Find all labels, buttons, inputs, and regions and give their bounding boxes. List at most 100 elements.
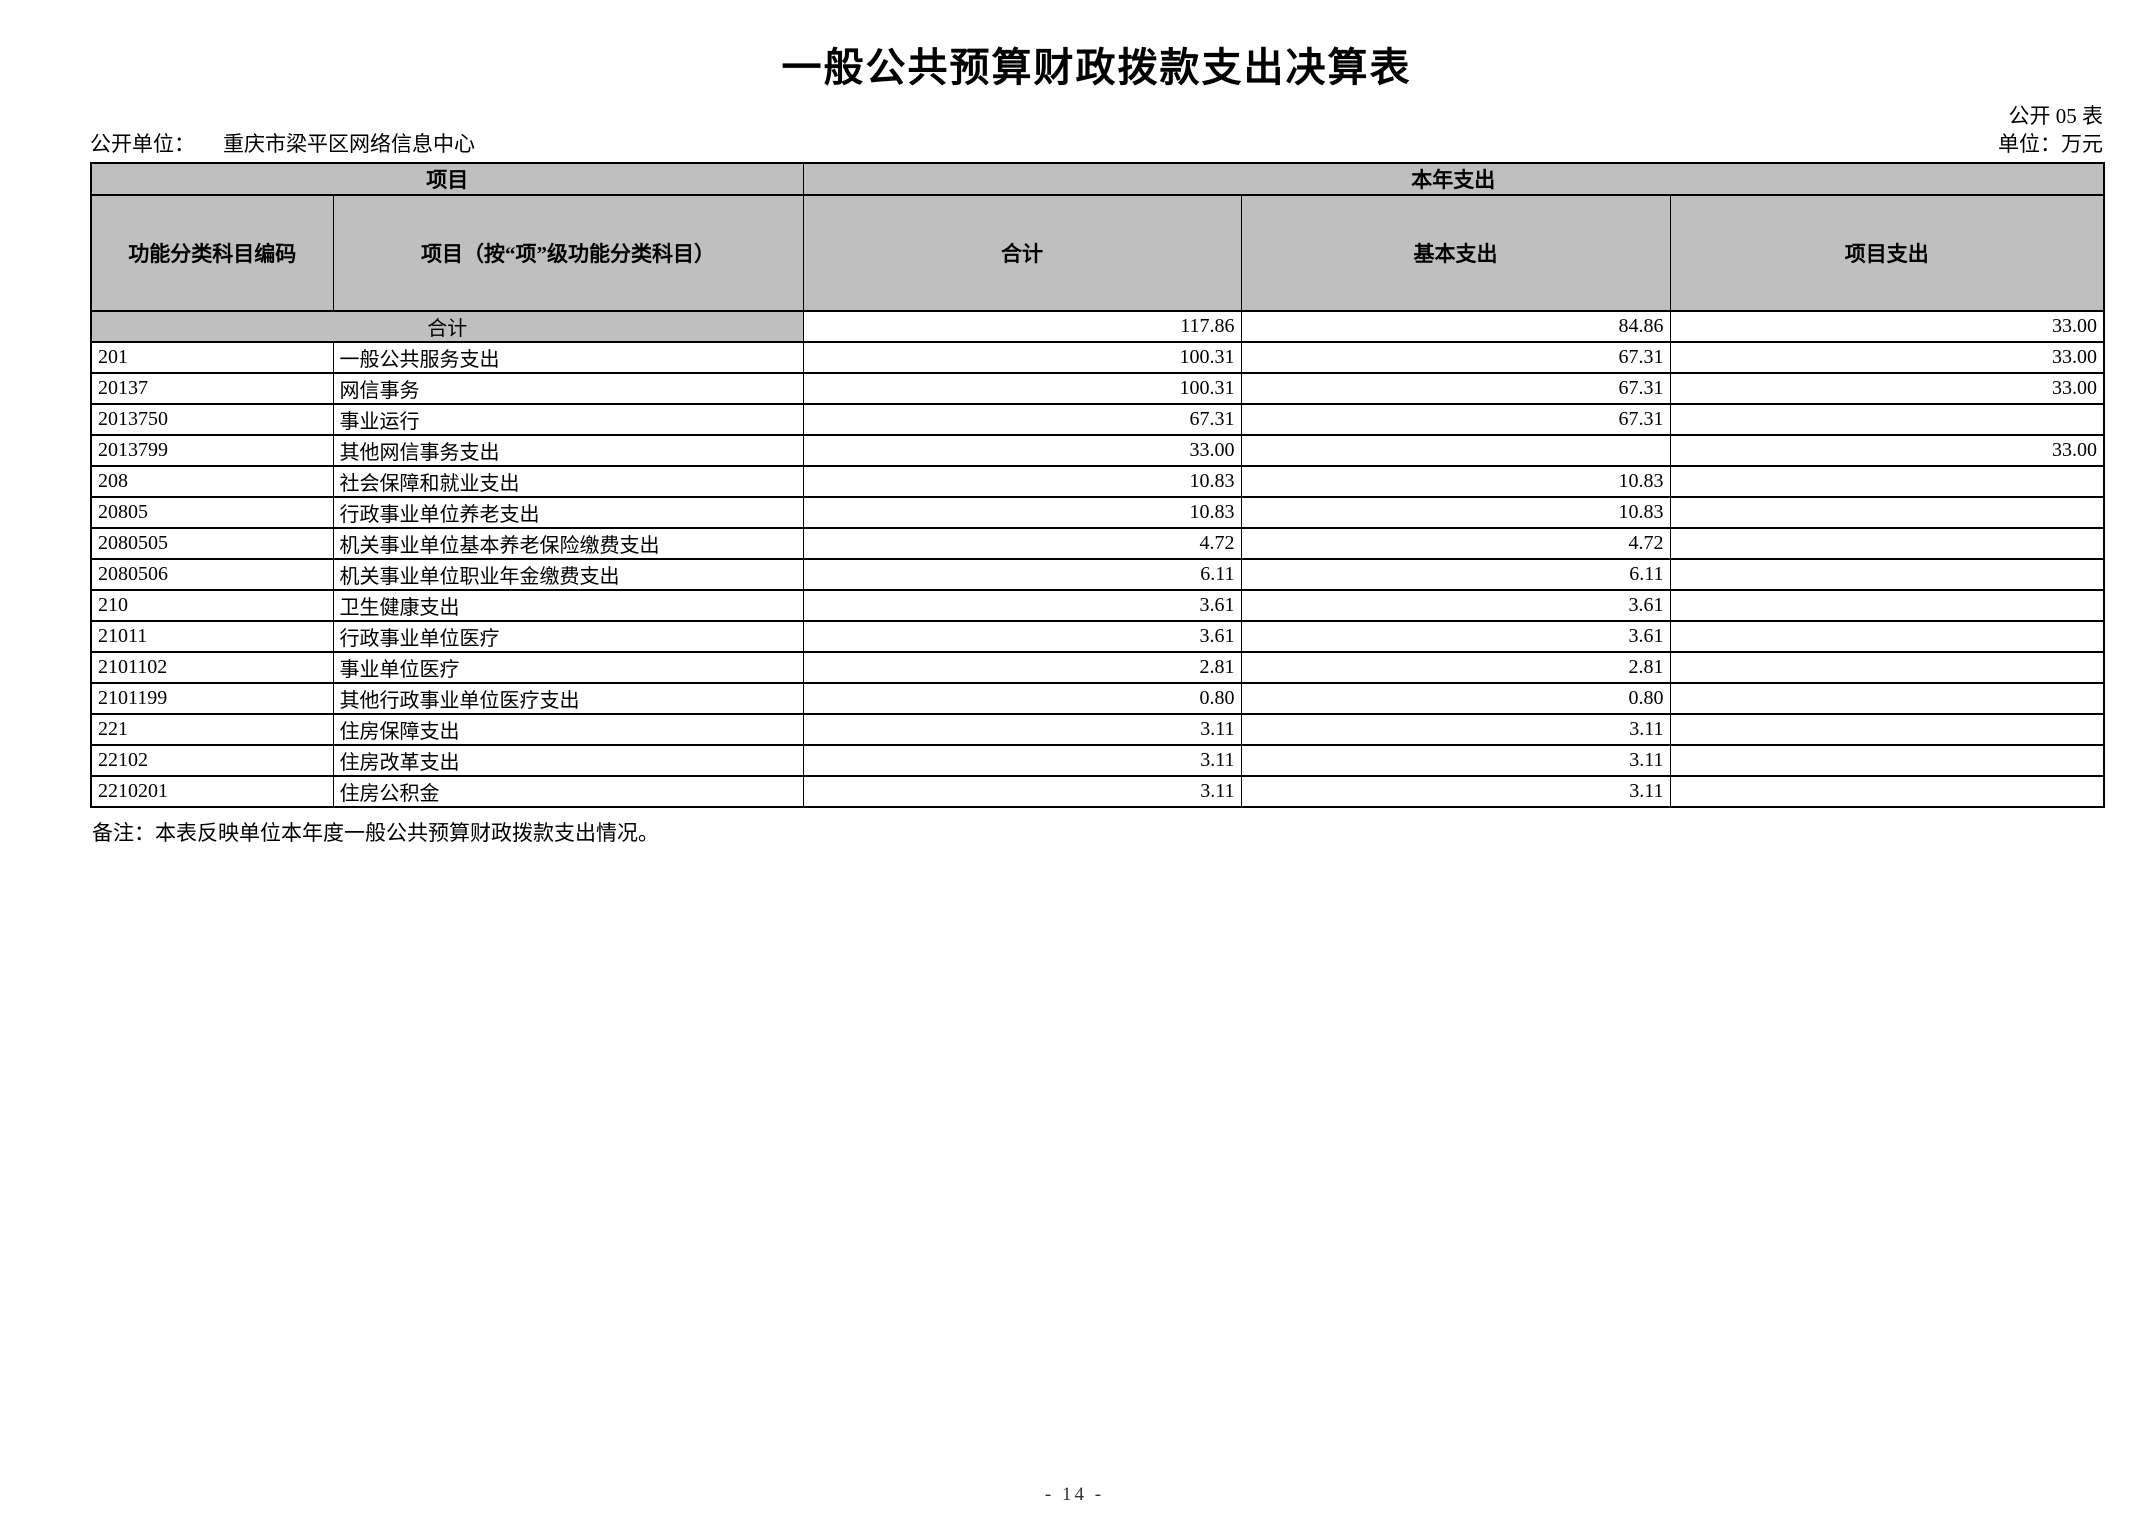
cell-item: 行政事业单位养老支出: [332, 496, 804, 530]
cell-project: [1669, 713, 2105, 747]
total-row-total: 117.86: [802, 310, 1242, 344]
cell-code: 208: [90, 465, 334, 499]
cell-item: 卫生健康支出: [332, 589, 804, 623]
table-row: 208 社会保障和就业支出 10.83 10.83: [90, 465, 2105, 499]
cell-project: [1669, 682, 2105, 716]
cell-code: 20805: [90, 496, 334, 530]
cell-basic: 2.81: [1240, 651, 1671, 685]
table-row: 2013799 其他网信事务支出 33.00 33.00: [90, 434, 2105, 468]
cell-total: 2.81: [802, 651, 1242, 685]
cell-total: 3.11: [802, 775, 1242, 809]
page-title: 一般公共预算财政拨款支出决算表: [781, 45, 1412, 90]
cell-project: 33.00: [1669, 341, 2105, 375]
cell-basic: 67.31: [1240, 403, 1671, 437]
table-header: 项目 本年支出 功能分类科目编码 项目（按“项”级功能分类科目） 合计 基本支出…: [90, 162, 2105, 313]
public-unit: 公开单位： 重庆市梁平区网络信息中心: [90, 131, 475, 158]
cell-item: 机关事业单位基本养老保险缴费支出: [332, 527, 804, 561]
cell-item: 住房改革支出: [332, 744, 804, 778]
cell-basic: 3.61: [1240, 589, 1671, 623]
table-code: 公开 05 表: [2008, 104, 2104, 128]
table-row: 2101102 事业单位医疗 2.81 2.81: [90, 651, 2105, 685]
header-col-basic: 基本支出: [1240, 194, 1671, 313]
cell-basic: 3.11: [1240, 744, 1671, 778]
cell-project: [1669, 465, 2105, 499]
meta-line: 公开单位： 重庆市梁平区网络信息中心 单位：万元: [90, 131, 2103, 158]
cell-basic: 10.83: [1240, 496, 1671, 530]
cell-item: 网信事务: [332, 372, 804, 406]
header-group-project: 项目: [90, 162, 804, 197]
cell-code: 2080506: [90, 558, 334, 592]
cell-total: 67.31: [802, 403, 1242, 437]
money-unit: 单位：万元: [1998, 132, 2103, 157]
table-row: 2210201 住房公积金 3.11 3.11: [90, 775, 2105, 809]
cell-item: 一般公共服务支出: [332, 341, 804, 375]
table-row: 2080505 机关事业单位基本养老保险缴费支出 4.72 4.72: [90, 527, 2105, 561]
cell-basic: [1240, 434, 1671, 468]
table-row: 22102 住房改革支出 3.11 3.11: [90, 744, 2105, 778]
cell-project: [1669, 496, 2105, 530]
cell-code: 201: [90, 341, 334, 375]
cell-code: 21011: [90, 620, 334, 654]
cell-item: 住房保障支出: [332, 713, 804, 747]
total-row-basic: 84.86: [1240, 310, 1671, 344]
header-columns-row: 功能分类科目编码 项目（按“项”级功能分类科目） 合计 基本支出 项目支出: [90, 194, 2105, 313]
header-col-total: 合计: [802, 194, 1242, 313]
cell-total: 3.11: [802, 713, 1242, 747]
cell-project: [1669, 589, 2105, 623]
header-group-current-year: 本年支出: [802, 162, 2105, 197]
cell-project: [1669, 775, 2105, 809]
table-row: 2080506 机关事业单位职业年金缴费支出 6.11 6.11: [90, 558, 2105, 592]
table-body: 合计 117.86 84.86 33.00 201 一般公共服务支出 100.31 6…: [90, 310, 2105, 809]
cell-item: 社会保障和就业支出: [332, 465, 804, 499]
page-number: - 14 -: [1044, 1484, 1105, 1505]
total-row-project: 33.00: [1669, 310, 2105, 344]
total-row-label: 合计: [90, 310, 804, 344]
cell-code: 2101102: [90, 651, 334, 685]
cell-project: [1669, 651, 2105, 685]
table-row: 2101199 其他行政事业单位医疗支出 0.80 0.80: [90, 682, 2105, 716]
cell-item: 住房公积金: [332, 775, 804, 809]
cell-project: [1669, 527, 2105, 561]
cell-code: 221: [90, 713, 334, 747]
cell-basic: 3.61: [1240, 620, 1671, 654]
cell-project: [1669, 558, 2105, 592]
cell-basic: 67.31: [1240, 341, 1671, 375]
cell-basic: 10.83: [1240, 465, 1671, 499]
cell-code: 2101199: [90, 682, 334, 716]
header-group-row: 项目 本年支出: [90, 162, 2105, 197]
note: 备注：本表反映单位本年度一般公共预算财政拨款支出情况。: [92, 821, 659, 846]
table-row: 221 住房保障支出 3.11 3.11: [90, 713, 2105, 747]
cell-item: 行政事业单位医疗: [332, 620, 804, 654]
table-row: 2013750 事业运行 67.31 67.31: [90, 403, 2105, 437]
cell-item: 事业单位医疗: [332, 651, 804, 685]
cell-code: 20137: [90, 372, 334, 406]
cell-basic: 67.31: [1240, 372, 1671, 406]
cell-code: 22102: [90, 744, 334, 778]
cell-project: [1669, 620, 2105, 654]
cell-code: 210: [90, 589, 334, 623]
cell-item: 其他网信事务支出: [332, 434, 804, 468]
cell-total: 0.80: [802, 682, 1242, 716]
cell-total: 3.61: [802, 620, 1242, 654]
cell-basic: 3.11: [1240, 713, 1671, 747]
cell-basic: 3.11: [1240, 775, 1671, 809]
cell-total: 10.83: [802, 496, 1242, 530]
total-row: 合计 117.86 84.86 33.00: [90, 310, 2105, 344]
public-unit-value: 重庆市梁平区网络信息中心: [223, 132, 475, 157]
cell-project: [1669, 744, 2105, 778]
cell-total: 33.00: [802, 434, 1242, 468]
cell-basic: 4.72: [1240, 527, 1671, 561]
cell-basic: 6.11: [1240, 558, 1671, 592]
header-col-project: 项目支出: [1669, 194, 2105, 313]
cell-basic: 0.80: [1240, 682, 1671, 716]
cell-project: 33.00: [1669, 434, 2105, 468]
budget-table: 项目 本年支出 功能分类科目编码 项目（按“项”级功能分类科目） 合计 基本支出…: [90, 162, 2105, 809]
cell-item: 其他行政事业单位医疗支出: [332, 682, 804, 716]
cell-total: 6.11: [802, 558, 1242, 592]
table-row: 20137 网信事务 100.31 67.31 33.00: [90, 372, 2105, 406]
header-col-code: 功能分类科目编码: [90, 194, 334, 313]
cell-total: 10.83: [802, 465, 1242, 499]
cell-code: 2013750: [90, 403, 334, 437]
cell-code: 2013799: [90, 434, 334, 468]
